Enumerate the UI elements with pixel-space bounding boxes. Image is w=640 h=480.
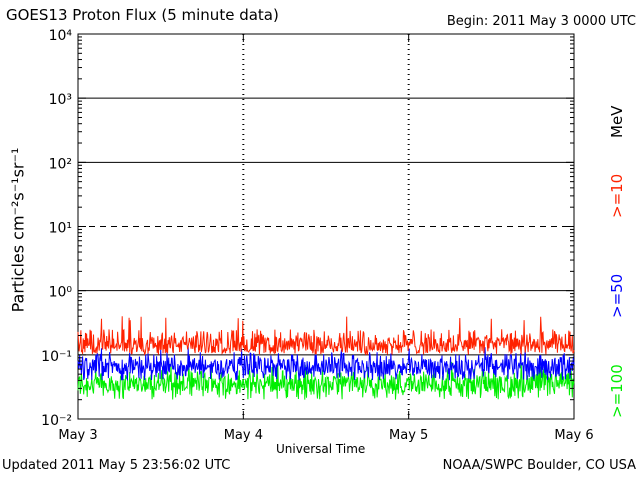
legend-series-50mev: >=50 (608, 273, 626, 318)
y-tick-label: 10⁴ (49, 28, 73, 44)
y-tick-label: 10¹ (49, 221, 72, 237)
x-axis-label: Universal Time (276, 442, 366, 456)
series-line-100mev (77, 361, 575, 400)
series-line-50mev (77, 346, 575, 381)
y-tick-label: 10⁰ (49, 285, 73, 301)
x-tick-label: May 6 (554, 428, 593, 443)
legend-series-10mev: >=10 (608, 173, 626, 218)
begin-time-label: Begin: 2011 May 3 0000 UTC (446, 14, 636, 29)
source-credit: NOAA/SWPC Boulder, CO USA (442, 458, 636, 473)
x-tick-label: May 4 (224, 428, 263, 443)
y-tick-label: 10³ (49, 92, 72, 108)
legend-series-100mev: >=100 (608, 364, 626, 418)
legend-unit-mev: MeV (608, 105, 626, 138)
y-tick-label: 10² (49, 156, 72, 172)
y-tick-label: 10⁻² (41, 413, 72, 429)
series-line-10mev (77, 316, 575, 357)
chart-title: GOES13 Proton Flux (5 minute data) (6, 6, 279, 24)
x-tick-label: May 3 (58, 428, 97, 443)
y-axis-label: Particles cm⁻²s⁻¹sr⁻¹ (8, 147, 28, 313)
y-tick-label: 10⁻¹ (41, 349, 72, 365)
x-tick-label: May 5 (389, 428, 428, 443)
updated-timestamp: Updated 2011 May 5 23:56:02 UTC (2, 458, 231, 473)
